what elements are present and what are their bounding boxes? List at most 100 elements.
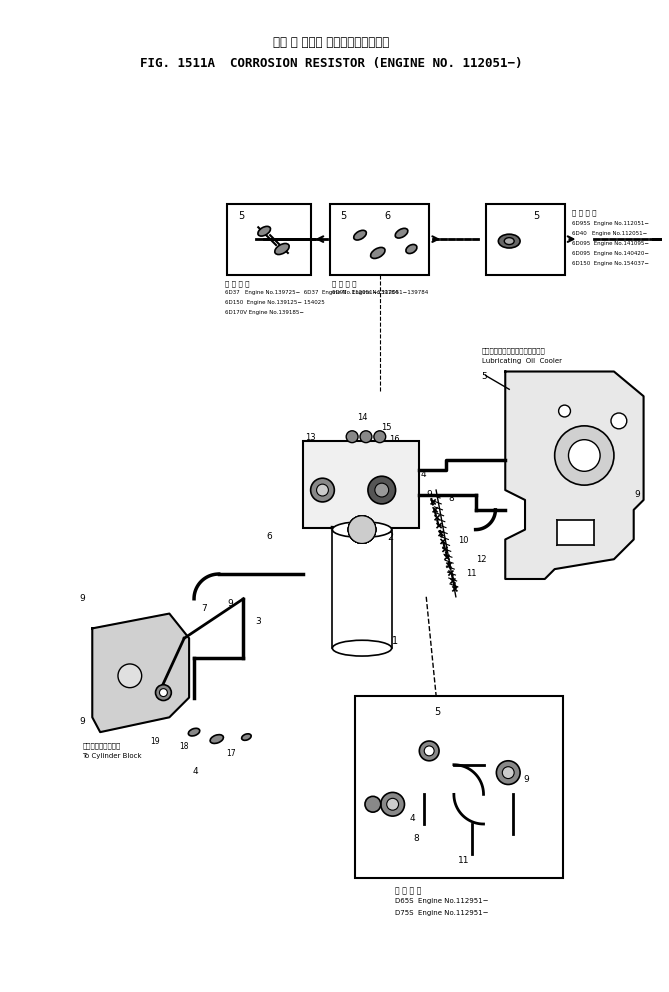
- Text: 6D170V Engine No.139185−: 6D170V Engine No.139185−: [225, 310, 304, 315]
- Circle shape: [559, 405, 571, 417]
- Text: 6D97   Engine No.112051−139784: 6D97 Engine No.112051−139784: [332, 291, 429, 296]
- Text: 6D095  Engine No.140420−: 6D095 Engine No.140420−: [573, 251, 650, 256]
- Text: 10: 10: [458, 536, 468, 545]
- Circle shape: [611, 413, 627, 429]
- Circle shape: [118, 664, 142, 687]
- Text: D65S  Engine No.112951−: D65S Engine No.112951−: [395, 898, 488, 904]
- Ellipse shape: [275, 243, 289, 255]
- Text: 5: 5: [434, 707, 440, 717]
- Circle shape: [419, 741, 439, 761]
- Text: 6D150  Engine No.139125− 154025: 6D150 Engine No.139125− 154025: [225, 301, 324, 306]
- Text: 9: 9: [523, 775, 529, 784]
- Circle shape: [348, 516, 376, 544]
- Circle shape: [155, 684, 171, 700]
- Text: ルブリケーティングオイルクーラ: ルブリケーティングオイルクーラ: [482, 348, 545, 354]
- Text: FIG. 1511A  CORROSION RESISTOR (ENGINE NO. 112051−): FIG. 1511A CORROSION RESISTOR (ENGINE NO…: [140, 58, 522, 70]
- Text: 13: 13: [305, 433, 316, 441]
- Circle shape: [348, 516, 376, 544]
- Text: 6D40   Engine No.112051−: 6D40 Engine No.112051−: [573, 231, 648, 236]
- Text: 4: 4: [420, 470, 426, 479]
- Polygon shape: [92, 614, 189, 732]
- Text: 2: 2: [388, 532, 394, 542]
- Ellipse shape: [210, 735, 223, 743]
- Text: 適 用 号 機: 適 用 号 機: [395, 886, 421, 895]
- Bar: [227, 203, 310, 275]
- Text: 6D150  Engine No.154037−: 6D150 Engine No.154037−: [573, 261, 650, 266]
- Text: 5: 5: [533, 211, 539, 221]
- Text: 8: 8: [448, 494, 454, 503]
- Ellipse shape: [498, 234, 520, 248]
- Text: 6D095  Engine No.141095−: 6D095 Engine No.141095−: [573, 241, 650, 246]
- Ellipse shape: [258, 226, 270, 236]
- Ellipse shape: [504, 238, 514, 245]
- Ellipse shape: [242, 734, 251, 740]
- Text: 6D95S  Engine No.112051−: 6D95S Engine No.112051−: [573, 221, 650, 226]
- Circle shape: [368, 476, 395, 504]
- Circle shape: [374, 431, 386, 442]
- Text: 4: 4: [192, 767, 198, 776]
- Bar: [330, 203, 429, 275]
- Bar: [486, 203, 565, 275]
- Circle shape: [424, 746, 434, 756]
- Text: 12: 12: [476, 556, 486, 564]
- Circle shape: [387, 799, 399, 810]
- Text: 14: 14: [357, 413, 367, 422]
- Text: 16: 16: [389, 434, 399, 443]
- Circle shape: [555, 426, 614, 485]
- Circle shape: [348, 516, 376, 544]
- Circle shape: [375, 483, 389, 497]
- Circle shape: [502, 767, 514, 779]
- Ellipse shape: [189, 728, 200, 736]
- Text: 6D37   Engine No.139725−  6D37  Engine No.112051−139784: 6D37 Engine No.139725− 6D37 Engine No.11…: [225, 291, 398, 296]
- Bar: [557, 520, 594, 546]
- Text: 6: 6: [385, 211, 391, 221]
- Text: コロ ー ジョン レジスタ　適用号機: コロ ー ジョン レジスタ 適用号機: [273, 36, 389, 49]
- Text: 3: 3: [256, 617, 261, 626]
- Text: 5: 5: [482, 372, 487, 381]
- Text: 8: 8: [413, 834, 419, 843]
- Text: 9: 9: [635, 490, 640, 499]
- Text: 15: 15: [381, 423, 391, 432]
- Circle shape: [348, 516, 376, 544]
- Text: 4: 4: [409, 814, 415, 823]
- Bar: [303, 440, 419, 528]
- Text: 適 用 号 機: 適 用 号 機: [225, 281, 249, 288]
- Ellipse shape: [354, 230, 367, 240]
- Text: 7: 7: [201, 604, 207, 613]
- Text: 11: 11: [458, 856, 470, 865]
- Ellipse shape: [406, 244, 417, 254]
- Text: 11: 11: [466, 569, 476, 578]
- Circle shape: [496, 761, 520, 785]
- Circle shape: [310, 478, 334, 502]
- Text: 9: 9: [80, 717, 85, 726]
- Text: 5: 5: [239, 211, 245, 221]
- Circle shape: [316, 484, 328, 496]
- Text: 6: 6: [266, 532, 272, 541]
- Circle shape: [159, 688, 167, 696]
- Text: 9: 9: [426, 490, 432, 499]
- Text: 適 用 号 機: 適 用 号 機: [573, 209, 597, 216]
- Text: 1: 1: [391, 636, 398, 647]
- Polygon shape: [505, 372, 644, 579]
- Text: 18: 18: [179, 742, 189, 751]
- Circle shape: [365, 797, 381, 812]
- Circle shape: [346, 431, 358, 442]
- Text: D75S  Engine No.112951−: D75S Engine No.112951−: [395, 910, 488, 916]
- Text: 9: 9: [227, 599, 233, 608]
- Circle shape: [569, 439, 600, 471]
- Circle shape: [381, 793, 405, 816]
- Ellipse shape: [395, 228, 408, 238]
- Text: Lubricating  Oil  Cooler: Lubricating Oil Cooler: [482, 358, 561, 364]
- Bar: [355, 695, 563, 878]
- Ellipse shape: [371, 247, 385, 259]
- Ellipse shape: [332, 522, 391, 538]
- Circle shape: [360, 431, 372, 442]
- Text: 9: 9: [80, 594, 85, 603]
- Text: To Cylinder Block: To Cylinder Block: [82, 753, 142, 759]
- Circle shape: [348, 516, 376, 544]
- Text: 5: 5: [341, 211, 347, 221]
- Text: 17: 17: [226, 749, 235, 758]
- Text: シリンダブロックへ: シリンダブロックへ: [82, 742, 120, 749]
- Text: 適 用 号 機: 適 用 号 機: [332, 281, 357, 288]
- Ellipse shape: [332, 640, 391, 656]
